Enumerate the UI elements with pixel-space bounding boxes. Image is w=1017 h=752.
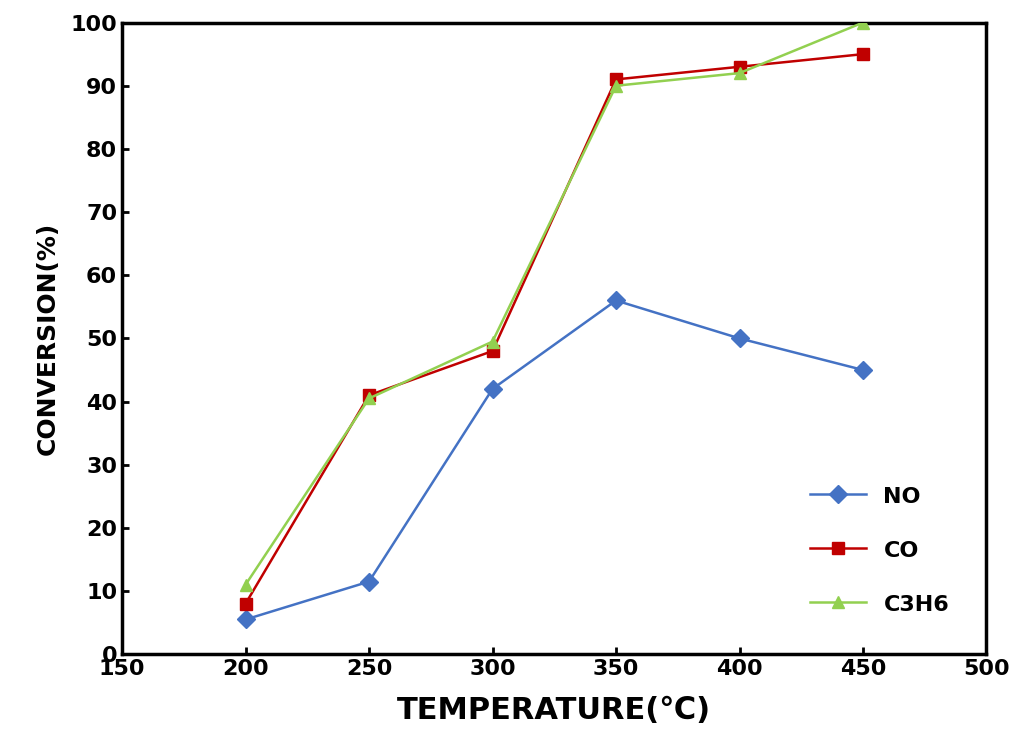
NO [610, 296, 622, 305]
C3H6 [733, 68, 745, 77]
CO [610, 75, 622, 84]
CO [239, 599, 251, 608]
NO [363, 577, 375, 586]
Y-axis label: CONVERSION(%): CONVERSION(%) [36, 222, 59, 455]
CO [486, 347, 498, 356]
Line: CO: CO [239, 48, 870, 610]
CO [363, 391, 375, 400]
C3H6 [610, 81, 622, 90]
X-axis label: TEMPERATURE(℃): TEMPERATURE(℃) [398, 696, 711, 725]
CO [733, 62, 745, 71]
NO [733, 334, 745, 343]
C3H6 [363, 394, 375, 403]
C3H6 [239, 581, 251, 590]
CO [857, 50, 870, 59]
Legend: NO, CO, C3H6: NO, CO, C3H6 [801, 475, 958, 624]
NO [486, 384, 498, 393]
NO [239, 615, 251, 624]
Line: NO: NO [239, 294, 870, 626]
C3H6 [857, 18, 870, 27]
C3H6 [486, 337, 498, 346]
NO [857, 365, 870, 374]
Line: C3H6: C3H6 [239, 17, 870, 591]
